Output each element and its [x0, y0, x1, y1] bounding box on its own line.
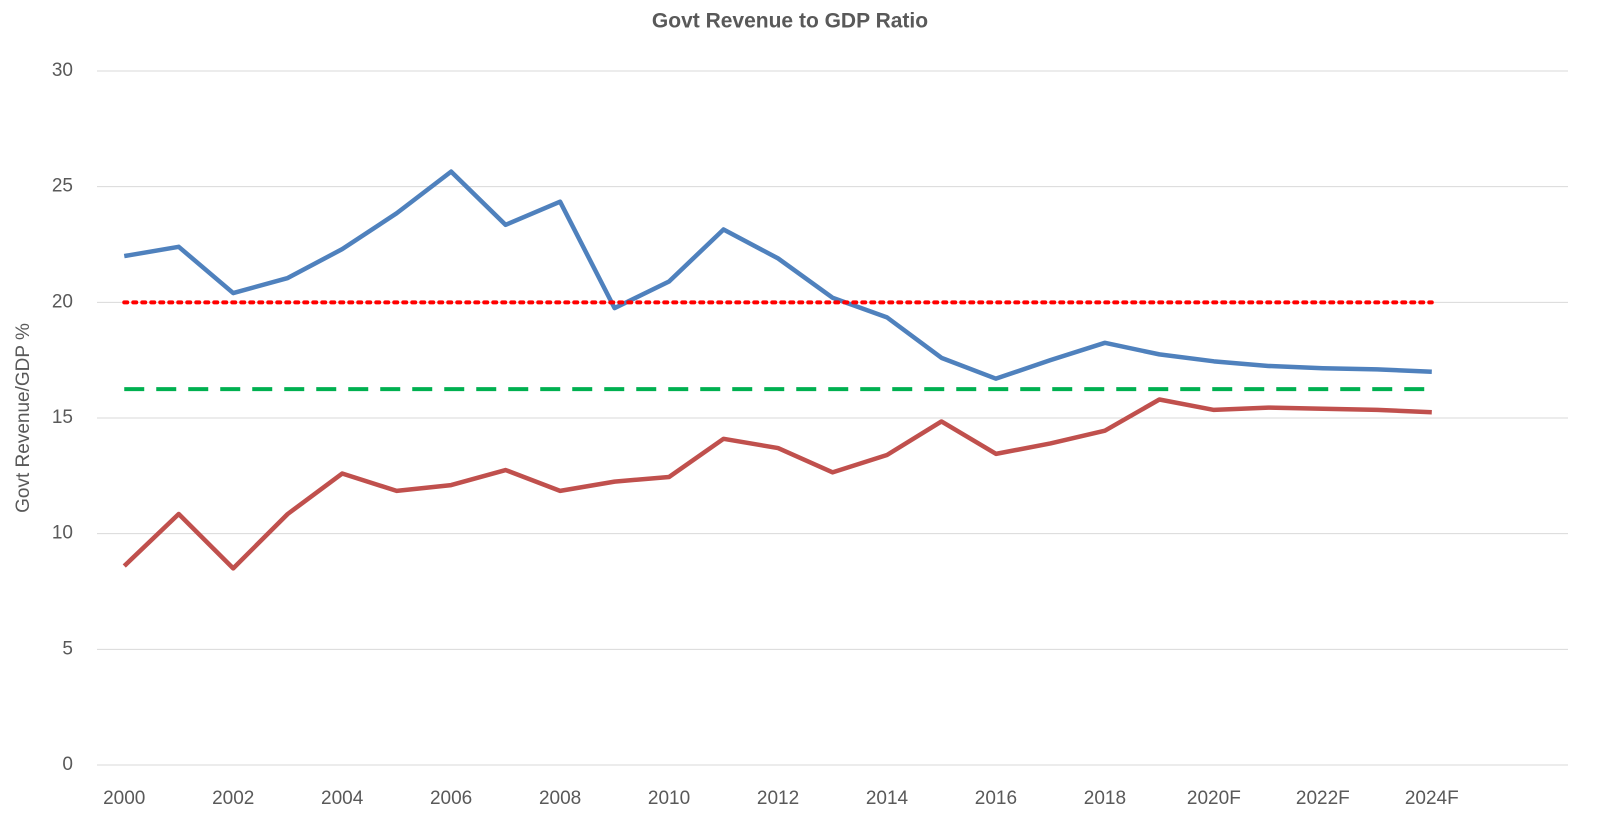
- x-tick-label: 2024F: [1405, 788, 1459, 809]
- y-tick-label: 0: [62, 754, 73, 775]
- x-tick-label: 2018: [1084, 788, 1126, 809]
- y-tick-label: 30: [52, 60, 73, 81]
- x-tick-label: 2012: [757, 788, 799, 809]
- x-tick-label: 2008: [539, 788, 581, 809]
- y-tick-label: 20: [52, 291, 73, 312]
- y-axis-title: Govt Revenue/GDP %: [13, 323, 34, 513]
- line-series: [123, 169, 1432, 381]
- y-tick-label: 25: [52, 176, 73, 197]
- x-tick-label: 2020F: [1187, 788, 1241, 809]
- y-tick-label: 15: [52, 407, 73, 428]
- x-tick-label: 2010: [648, 788, 690, 809]
- x-tick-label: 2014: [866, 788, 909, 809]
- x-tick-label: 2000: [103, 788, 145, 809]
- x-tick-label: 2002: [212, 788, 254, 809]
- x-tick-label: 2016: [975, 788, 1017, 809]
- chart-title: Govt Revenue to GDP Ratio: [652, 10, 928, 33]
- line-series: [122, 397, 1432, 571]
- y-tick-label: 10: [52, 523, 73, 544]
- y-tick-label: 5: [62, 638, 73, 659]
- x-tick-label: 2022F: [1296, 788, 1350, 809]
- x-tick-label: 2006: [430, 788, 472, 809]
- x-tick-label: 2004: [321, 788, 364, 809]
